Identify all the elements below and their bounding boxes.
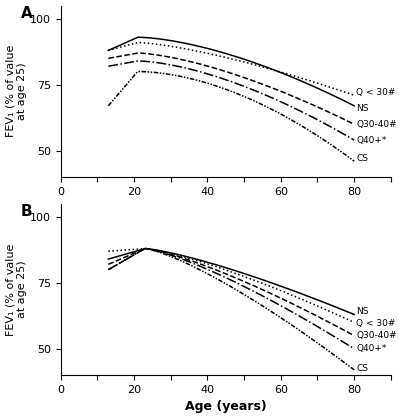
Text: NS: NS [356, 104, 368, 114]
Text: B: B [21, 204, 33, 219]
Text: Q < 30#: Q < 30# [356, 88, 396, 97]
Text: Q40+*: Q40+* [356, 136, 386, 145]
Y-axis label: FEV₁ (% of value
at age 25): FEV₁ (% of value at age 25) [6, 45, 27, 137]
Text: Q40+*: Q40+* [356, 344, 386, 353]
Text: Q30-40#: Q30-40# [356, 331, 397, 340]
Text: CS: CS [356, 364, 368, 373]
Text: CS: CS [356, 154, 368, 163]
Y-axis label: FEV₁ (% of value
at age 25): FEV₁ (% of value at age 25) [6, 243, 27, 336]
Text: A: A [21, 5, 33, 21]
Text: Q30-40#: Q30-40# [356, 120, 397, 129]
Text: NS: NS [356, 307, 368, 316]
X-axis label: Age (years): Age (years) [185, 401, 267, 414]
Text: Q < 30#: Q < 30# [356, 319, 396, 328]
